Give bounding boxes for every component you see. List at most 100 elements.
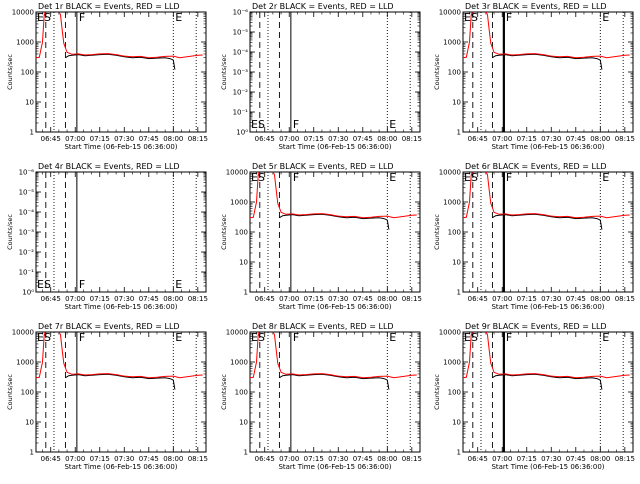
y-tick-label: 10000: [439, 329, 461, 337]
y-tick-label: 100: [235, 229, 248, 237]
y-tick-label: 1: [30, 449, 34, 457]
marker-e: E: [175, 331, 182, 344]
y-tick-label: 1: [457, 129, 461, 137]
x-tick-label: 07:30: [328, 455, 348, 463]
x-tick-label: 07:00: [492, 295, 512, 303]
y-tick-label: 10⁰: [22, 289, 34, 297]
y-tick-label: 1000: [443, 199, 461, 207]
y-tick-label: 10000: [439, 169, 461, 177]
x-tick-label: 07:30: [541, 295, 561, 303]
y-tick-label: 10000: [226, 329, 248, 337]
detector-panel-8: Det 8r BLACK = Events, RED = LLD 1 10 100 10…: [220, 322, 422, 471]
y-tick-label: 10000: [12, 329, 34, 337]
x-tick-label: 07:00: [279, 135, 299, 143]
x-tick-label: 07:30: [114, 135, 134, 143]
y-tick-label: 10: [25, 419, 34, 427]
y-tick-label: 10⁻⁵: [233, 29, 249, 37]
x-axis-label: Start Time (06-Feb-15 06:36:00): [278, 303, 391, 311]
lld-series-line: [463, 332, 630, 379]
plot-frame: [462, 171, 634, 293]
y-tick-label: 10⁻⁴: [19, 209, 35, 217]
marker-e: E: [602, 11, 609, 24]
marker-f: F: [506, 331, 512, 344]
x-tick-label: 06:45: [468, 135, 488, 143]
marker-e: E: [602, 171, 609, 184]
y-tick-label: 1: [244, 449, 248, 457]
y-axis-label: Counts/sec: [433, 54, 441, 90]
y-tick-label: 1: [457, 289, 461, 297]
panel-title: Det 4r BLACK = Events, RED = LLD: [38, 162, 180, 171]
x-tick-label: 06:45: [255, 135, 275, 143]
x-tick-label: 08:15: [402, 135, 422, 143]
plot-frame: [35, 171, 207, 293]
x-tick-label: 07:45: [353, 135, 373, 143]
x-tick-label: 07:15: [304, 135, 324, 143]
detector-panel-6: Det 6r BLACK = Events, RED = LLD 1 10 100 10…: [433, 162, 635, 311]
y-tick-label: 1: [457, 449, 461, 457]
y-tick-label: 10000: [439, 9, 461, 17]
y-axis-label: Counts/sec: [220, 54, 228, 90]
x-tick-label: 08:00: [590, 135, 610, 143]
y-tick-label: 1000: [16, 359, 34, 367]
x-tick-label: 08:15: [402, 455, 422, 463]
marker-f: F: [79, 278, 85, 291]
y-tick-label: 10⁻³: [233, 69, 249, 77]
marker-es: ES: [464, 331, 478, 344]
panel-title: Det 3r BLACK = Events, RED = LLD: [465, 2, 607, 11]
x-tick-label: 06:45: [255, 455, 275, 463]
marker-e: E: [389, 171, 396, 184]
events-series-line: [279, 213, 390, 230]
marker-es: ES: [251, 118, 265, 131]
marker-e: E: [389, 118, 396, 131]
y-tick-label: 10: [452, 419, 461, 427]
x-tick-label: 08:00: [163, 295, 183, 303]
x-tick-label: 07:45: [566, 135, 586, 143]
lld-series-line: [250, 172, 417, 219]
x-tick-label: 08:15: [615, 135, 635, 143]
x-tick-label: 07:15: [517, 455, 537, 463]
y-tick-label: 10⁻¹: [19, 269, 35, 277]
x-tick-label: 08:00: [377, 455, 397, 463]
x-tick-label: 08:15: [188, 135, 208, 143]
detector-panel-5: Det 5r BLACK = Events, RED = LLD 1 10 100 10…: [220, 162, 422, 311]
y-tick-label: 100: [448, 389, 461, 397]
y-axis-label: Counts/sec: [433, 214, 441, 250]
x-tick-label: 07:15: [90, 295, 110, 303]
y-tick-label: 1: [30, 129, 34, 137]
x-tick-label: 06:45: [41, 295, 61, 303]
lld-series-line: [250, 332, 417, 379]
y-tick-label: 100: [235, 389, 248, 397]
x-tick-label: 07:00: [279, 295, 299, 303]
x-tick-label: 08:15: [402, 295, 422, 303]
panel-title: Det 2r BLACK = Events, RED = LLD: [252, 2, 394, 11]
marker-f: F: [293, 118, 299, 131]
x-tick-label: 08:15: [188, 455, 208, 463]
marker-es: ES: [37, 331, 51, 344]
y-tick-label: 10: [452, 259, 461, 267]
x-tick-label: 08:00: [590, 295, 610, 303]
marker-f: F: [506, 171, 512, 184]
detector-panel-2: Det 2r BLACK = Events, RED = LLD 10⁰ 10⁻¹ 1…: [220, 2, 422, 151]
y-tick-label: 10⁻⁵: [19, 189, 35, 197]
detector-panel-7: Det 7r BLACK = Events, RED = LLD 1 10 100 10…: [6, 322, 208, 471]
x-tick-label: 07:30: [328, 295, 348, 303]
y-axis-label: Counts/sec: [220, 214, 228, 250]
panel-title: Det 7r BLACK = Events, RED = LLD: [38, 322, 180, 331]
x-tick-label: 07:15: [90, 135, 110, 143]
marker-f: F: [79, 331, 85, 344]
x-tick-label: 07:45: [566, 455, 586, 463]
lld-series-line: [36, 12, 203, 59]
marker-f: F: [506, 11, 512, 24]
y-tick-label: 100: [448, 229, 461, 237]
marker-es: ES: [464, 11, 478, 24]
marker-e: E: [389, 331, 396, 344]
x-tick-label: 08:00: [163, 455, 183, 463]
y-tick-label: 1000: [443, 359, 461, 367]
plot-frame: [249, 11, 421, 133]
lld-series-line: [463, 172, 630, 219]
y-axis-label: Counts/sec: [6, 54, 14, 90]
x-tick-label: 07:45: [353, 455, 373, 463]
panel-title: Det 1r BLACK = Events, RED = LLD: [38, 2, 180, 11]
